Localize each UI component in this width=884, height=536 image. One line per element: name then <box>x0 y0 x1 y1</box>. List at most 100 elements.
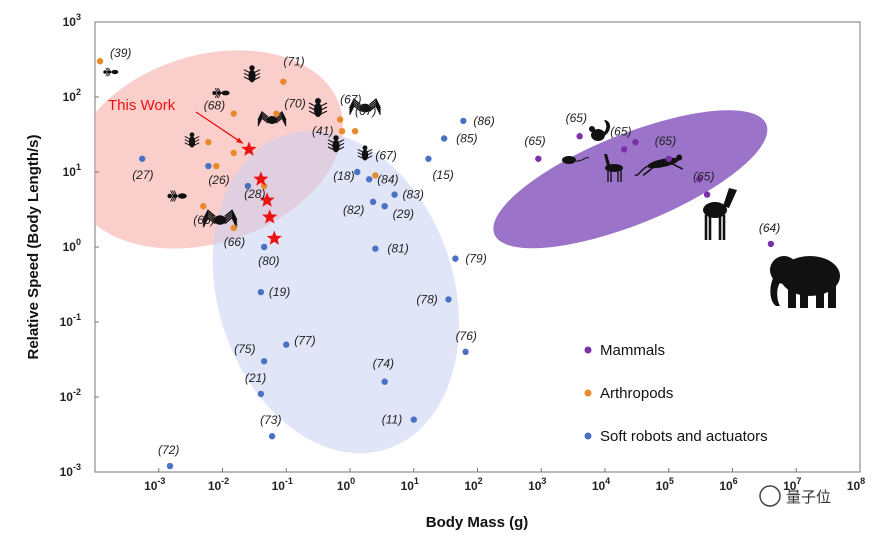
bug-leg <box>320 106 328 111</box>
ref-label: (66) <box>193 213 214 227</box>
bug-head <box>315 98 321 104</box>
bug-head <box>362 145 368 151</box>
elephant-icon <box>770 256 840 308</box>
legend-label: Arthropods <box>600 385 673 402</box>
point-soft-robots-and-actuators <box>365 176 373 183</box>
spider-leg <box>275 115 287 125</box>
point-soft-robots-and-actuators <box>445 296 452 303</box>
ref-label: (11) <box>382 413 402 427</box>
watermark: 量子位 <box>759 485 831 507</box>
ant-abdomen <box>177 193 187 199</box>
ant-leg <box>216 88 220 94</box>
squirrel-tail <box>604 120 610 136</box>
region-mammals <box>493 110 768 249</box>
cheetah-leg <box>670 162 684 170</box>
beetle-icon <box>243 65 261 83</box>
point-mammals <box>620 146 628 153</box>
cheetah-tail <box>634 165 648 176</box>
y-tick-label: 100 <box>63 237 81 254</box>
spider-body <box>267 116 277 124</box>
x-axis-title: Body Mass (g) <box>426 514 529 531</box>
spider-icon <box>202 209 238 228</box>
y-tick-label: 101 <box>63 162 81 179</box>
spider-icon <box>349 98 381 115</box>
bug-leg <box>338 142 345 147</box>
ant-leg <box>218 88 222 94</box>
elephant-leg <box>828 286 836 308</box>
bug-leg <box>184 139 190 143</box>
point-soft-robots-and-actuators <box>410 416 417 423</box>
bug-leg <box>254 72 261 77</box>
ref-label: (76) <box>456 329 477 343</box>
point-soft-robots-and-actuators <box>260 243 268 251</box>
point-mammals <box>703 191 711 198</box>
bug-leg <box>320 110 328 115</box>
point-soft-robots-and-actuators <box>369 198 377 206</box>
spider-leg <box>275 117 287 127</box>
y-tick-label: 10-3 <box>60 462 81 479</box>
ref-label: (19) <box>269 285 290 299</box>
beetle-icon <box>308 98 328 117</box>
bug-leg <box>194 135 200 140</box>
point-soft-robots-and-actuators <box>138 155 146 162</box>
this-work-star <box>253 171 269 186</box>
mouse-tail <box>575 157 590 162</box>
ref-label: (64) <box>759 221 780 235</box>
y-tick-label: 102 <box>63 87 81 104</box>
point-soft-robots-and-actuators <box>391 191 398 198</box>
point-soft-robots-and-actuators <box>244 182 252 190</box>
spider-leg <box>224 216 238 228</box>
x-tick-label: 103 <box>528 476 546 493</box>
point-soft-robots-and-actuators <box>205 162 212 170</box>
ant-leg <box>171 190 176 197</box>
x-tick-label: 10-2 <box>208 476 229 493</box>
point-soft-robots-and-actuators <box>260 358 268 365</box>
ant-leg <box>108 67 112 73</box>
bug-body <box>332 139 340 153</box>
spider-leg <box>202 214 216 226</box>
y-tick-label: 10-2 <box>60 387 81 404</box>
bug-body <box>361 149 369 161</box>
point-arthropods <box>230 224 237 232</box>
this-work-star <box>241 141 257 156</box>
ant-leg <box>214 88 218 94</box>
ref-label: (83) <box>403 188 424 202</box>
squirrel-body <box>591 129 605 141</box>
point-arthropods <box>213 162 220 170</box>
point-soft-robots-and-actuators <box>268 433 276 440</box>
ref-label: (65) <box>655 134 676 148</box>
spider-leg <box>257 117 269 127</box>
ant-leg <box>171 195 176 202</box>
point-soft-robots-and-actuators <box>257 390 265 398</box>
ref-label: (65) <box>524 134 545 148</box>
legend-marker <box>584 389 592 397</box>
point-soft-robots-and-actuators <box>452 255 459 262</box>
bug-leg <box>327 139 334 143</box>
point-mammals <box>665 155 672 162</box>
horse-neck <box>723 188 737 208</box>
point-arthropods <box>230 149 237 157</box>
bug-leg <box>367 152 373 156</box>
this-work-star <box>262 209 278 224</box>
cockroach-icon <box>327 135 345 153</box>
bug-leg <box>243 76 250 81</box>
ref-label: (75) <box>234 342 255 356</box>
ant-leg <box>170 195 174 202</box>
point-soft-robots-and-actuators <box>425 155 432 162</box>
point-soft-robots-and-actuators <box>460 117 467 125</box>
cheetah-leg <box>642 166 655 177</box>
point-soft-robots-and-actuators <box>354 168 361 176</box>
elephant-leg <box>788 286 796 308</box>
x-tick-label: 102 <box>464 476 482 493</box>
x-tick-label: 105 <box>656 476 674 493</box>
reference-labels: (65) (65) (65) (65) (65) (64) (39) (68) (26) (66)… <box>110 46 780 457</box>
ref-label: (26) <box>208 173 229 187</box>
point-arthropods <box>273 110 280 117</box>
bug-leg <box>194 142 200 146</box>
x-tick-label: 106 <box>719 476 737 493</box>
spider-leg <box>257 113 269 123</box>
animal-silhouettes <box>103 65 840 308</box>
ant-icon <box>212 88 230 98</box>
ant-leg <box>173 195 178 202</box>
